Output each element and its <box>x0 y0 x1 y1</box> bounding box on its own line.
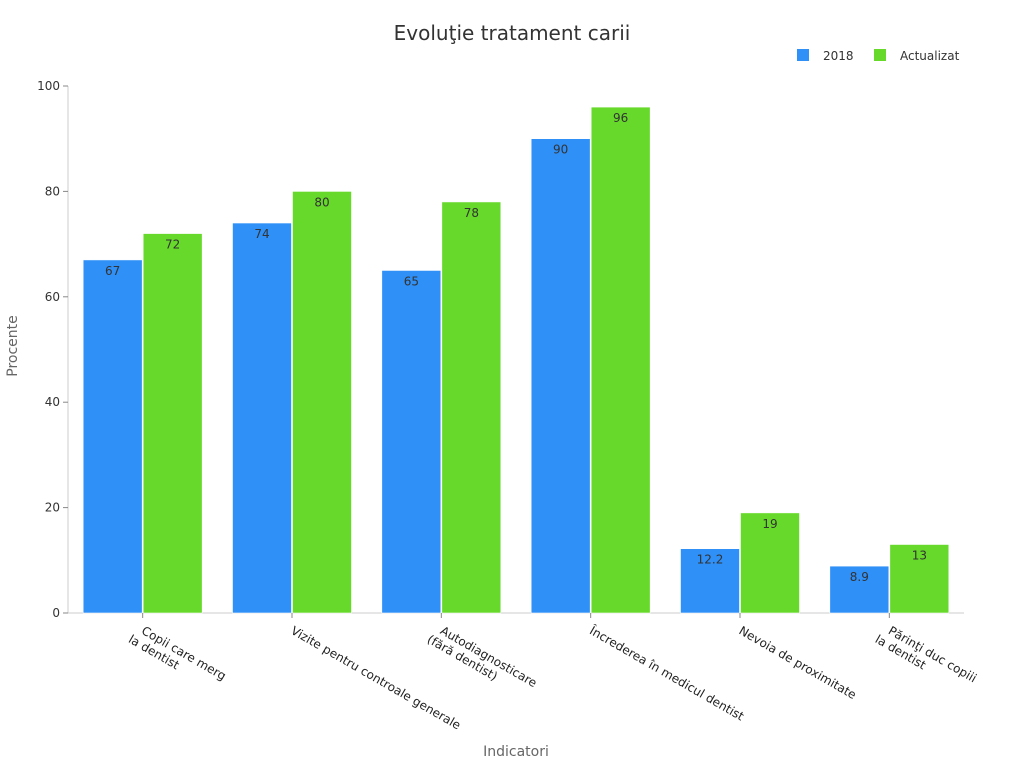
y-tick-label: 0 <box>52 606 60 620</box>
bars-group <box>82 106 950 614</box>
x-tick-label: Nevoia de proximitate <box>737 623 859 702</box>
x-tick-label: Părinţi duc copiiila dentist <box>873 620 979 698</box>
data-label: 80 <box>314 195 329 209</box>
chart-title: Evoluţie tratament carii <box>394 21 631 45</box>
x-tick-label-line: Încrederea în medicul dentist <box>586 622 747 724</box>
bar-series-2018 <box>381 270 442 614</box>
y-axis-ticks: 0 20 40 60 80 100 <box>37 79 68 620</box>
x-tick-label: Încrederea în medicul dentist <box>586 622 747 724</box>
bar-series-actualizat <box>441 201 502 614</box>
data-label: 90 <box>553 143 568 157</box>
data-label: 72 <box>165 238 180 252</box>
legend: 2018 Actualizat <box>797 49 960 63</box>
bar-series-2018 <box>680 548 740 614</box>
y-tick-label: 20 <box>45 501 60 515</box>
data-label: 12.2 <box>697 553 724 567</box>
bar-series-actualizat <box>740 512 800 614</box>
data-label: 96 <box>613 111 628 125</box>
x-tick-label: Autodiagnosticare(fără dentist) <box>425 620 539 702</box>
bar-series-actualizat <box>142 233 203 614</box>
bar-series-actualizat <box>889 544 950 614</box>
bar-series-2018 <box>530 138 591 614</box>
data-label: 78 <box>464 206 479 220</box>
data-label: 74 <box>254 227 269 241</box>
legend-label: 2018 <box>823 49 854 63</box>
y-tick-label: 60 <box>45 290 60 304</box>
bar-series-actualizat <box>590 106 651 614</box>
data-label: 67 <box>105 264 120 278</box>
y-tick-label: 100 <box>37 79 60 93</box>
data-label: 19 <box>762 517 777 531</box>
bar-series-2018 <box>829 565 890 614</box>
y-tick-label: 80 <box>45 184 60 198</box>
legend-label: Actualizat <box>900 49 960 63</box>
x-axis-title: Indicatori <box>483 744 549 760</box>
data-label: 13 <box>912 548 927 562</box>
x-tick-label-line: Nevoia de proximitate <box>737 623 859 702</box>
legend-swatch-2018 <box>797 49 809 61</box>
y-axis-title: Procente <box>5 315 21 377</box>
bar-series-2018 <box>232 222 292 614</box>
data-labels-group: 67 72 74 80 65 78 90 96 12.2 19 8.9 13 <box>105 111 927 584</box>
data-label: 8.9 <box>850 570 869 584</box>
legend-swatch-actualizat <box>874 49 886 61</box>
x-axis-ticks: Copii care mergla dentist Vizite pentru c… <box>126 613 979 732</box>
bar-series-2018 <box>82 259 143 614</box>
x-tick-label: Copii care mergla dentist <box>126 620 228 695</box>
y-tick-label: 40 <box>45 395 60 409</box>
data-label: 65 <box>404 274 419 288</box>
bar-series-actualizat <box>292 191 352 614</box>
